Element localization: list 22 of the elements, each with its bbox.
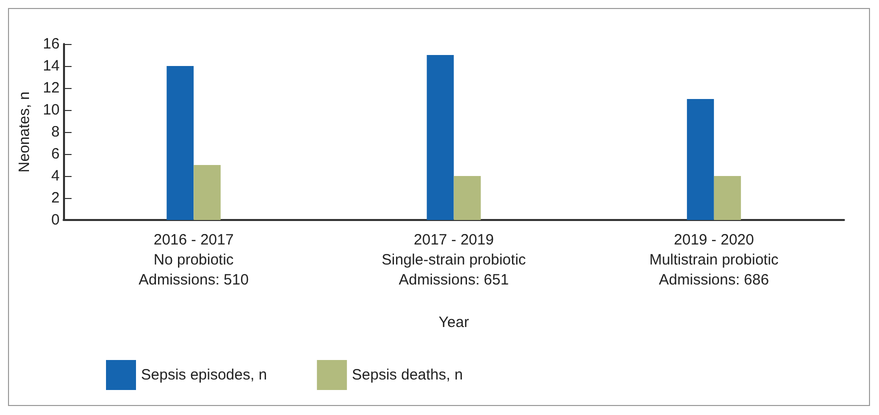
- y-tick-label: 2: [51, 190, 60, 206]
- bar: [426, 55, 454, 220]
- x-tick-label: 2016 - 2017 No probiotic Admissions: 510: [138, 232, 249, 288]
- bar: [194, 165, 221, 220]
- x-axis-title: Year: [438, 314, 469, 331]
- y-tick-label: 14: [42, 58, 60, 74]
- y-tick-label: 16: [42, 36, 60, 52]
- bar: [686, 99, 714, 220]
- y-axis-title: Neonates, n: [16, 92, 33, 172]
- bar: [166, 66, 194, 220]
- y-tick-label: 0: [51, 212, 60, 228]
- y-tick-label: 8: [51, 124, 60, 140]
- y-tick-label: 12: [42, 80, 60, 96]
- x-tick-label: 2017 - 2019 Single-strain probiotic Admissions: 651: [382, 232, 526, 288]
- y-tick-label: 6: [51, 146, 60, 162]
- y-tick-label: 10: [42, 102, 60, 118]
- legend-label: Sepsis episodes, n: [141, 366, 267, 384]
- bar: [714, 176, 741, 220]
- x-tick-label: 2019 - 2020 Multistrain probiotic Admissions: 686: [649, 232, 780, 288]
- bar: [454, 176, 481, 220]
- y-tick-label: 4: [51, 168, 60, 184]
- legend-label: Sepsis deaths, n: [352, 366, 463, 384]
